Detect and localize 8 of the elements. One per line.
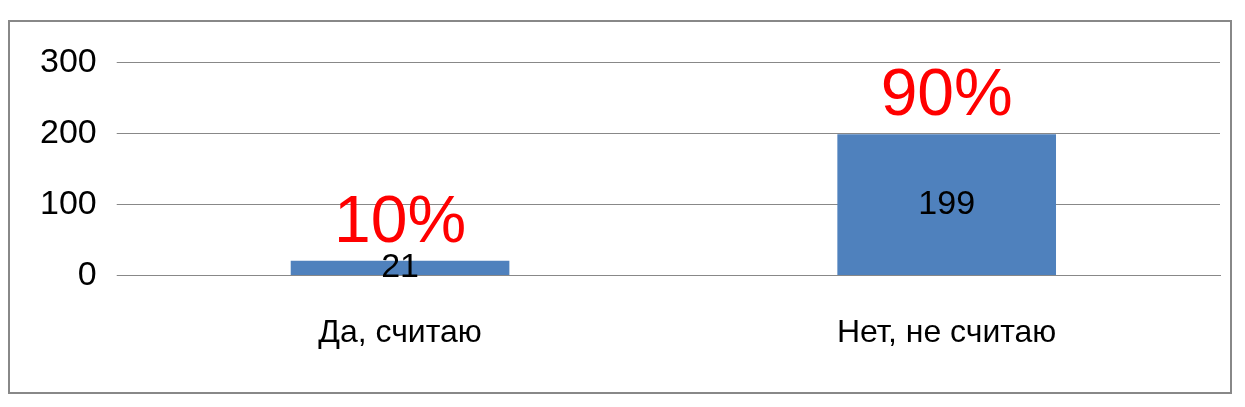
x-tick-label: Да, считаю <box>318 312 482 349</box>
data-label: 199 <box>918 183 976 222</box>
y-tick-label: 0 <box>77 253 97 292</box>
annotation: 90% <box>880 55 1013 130</box>
y-tick-label: 200 <box>39 111 97 150</box>
y-tick-label: 100 <box>39 182 97 221</box>
x-tick-label: Нет, не считаю <box>836 312 1057 349</box>
y-tick-label: 300 <box>39 40 97 79</box>
